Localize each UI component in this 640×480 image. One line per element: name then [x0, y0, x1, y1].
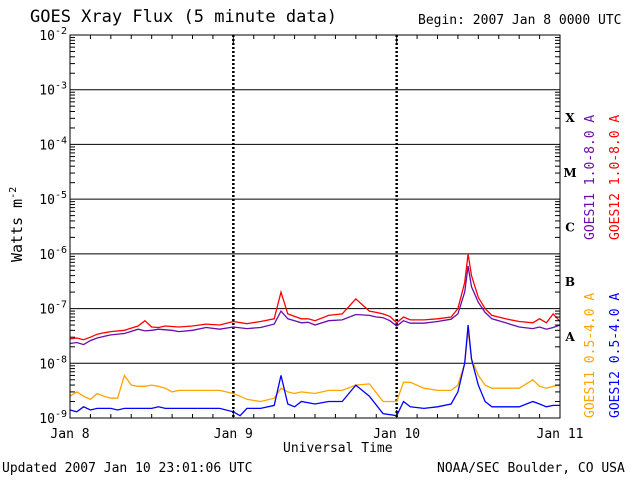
labels-layer: 10-9 10-8 10-7 10-6 10-5 10-4 10-3 10-2 Jan 8 Jan… [39, 26, 583, 442]
flare-class-X: X [565, 111, 575, 125]
flare-class-M: M [563, 166, 576, 180]
chart-title: GOES Xray Flux (5 minute data) [30, 7, 338, 27]
series-line-goes12-1-0-8-0-a [69, 253, 561, 341]
day-dividers [232, 35, 398, 418]
flare-class-B: B [565, 275, 575, 289]
plot-frame [69, 34, 561, 419]
ticks-layer [69, 35, 561, 418]
flare-class-C: C [565, 221, 575, 235]
series-line-goes12-0-5-4-0-a [69, 324, 560, 417]
y-tick-label: 10-4 [39, 135, 67, 153]
x-tick-label: Jan 8 [50, 427, 89, 442]
updated-timestamp: Updated 2007 Jan 10 23:01:06 UTC [2, 461, 253, 476]
y-tick-label: 10-6 [39, 245, 67, 263]
legend-goes11-long: GOES11 1.0-8.0 A [583, 114, 598, 240]
y-axis-title-text: Watts m [8, 198, 26, 262]
begin-time-label: Begin: 2007 Jan 8 0000 UTC [418, 13, 622, 28]
series-line-goes11-0-5-4-0-a [69, 330, 561, 403]
y-tick-label: 10-7 [39, 300, 67, 318]
y-tick-label: 10-5 [39, 190, 67, 208]
legend-goes12-short: GOES12 0.5-4.0 A [608, 292, 623, 418]
y-tick-label: 10-3 [39, 81, 67, 99]
series-layer [69, 253, 561, 417]
y-axis-title: Watts m-2 [8, 187, 26, 262]
grid-lines [70, 89, 560, 364]
x-tick-label: Jan 10 [373, 427, 420, 442]
y-axis-title-exponent: -2 [8, 186, 19, 199]
x-tick-label: Jan 11 [537, 427, 584, 442]
y-tick-label: 10-8 [39, 354, 67, 372]
legend-goes11-short: GOES11 0.5-4.0 A [583, 292, 598, 418]
flare-class-A: A [564, 330, 575, 344]
y-tick-label: 10-2 [39, 26, 67, 44]
series-line-goes11-1-0-8-0-a [69, 265, 561, 346]
legend-goes12-long: GOES12 1.0-8.0 A [608, 114, 623, 240]
x-axis-title: Universal Time [283, 441, 393, 456]
credit-text: NOAA/SEC Boulder, CO USA [437, 461, 625, 476]
y-tick-label: 10-9 [39, 409, 67, 427]
x-tick-label: Jan 9 [214, 427, 253, 442]
